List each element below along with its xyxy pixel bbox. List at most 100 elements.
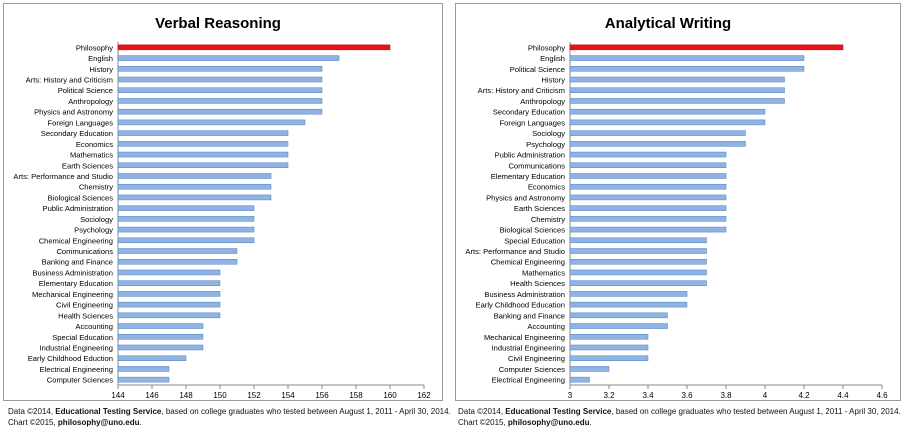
- category-label: Electrical Engineering: [40, 365, 113, 374]
- bar-anthropology: [569, 98, 785, 104]
- category-label: English: [88, 54, 113, 63]
- category-label: Business Administration: [32, 268, 113, 277]
- category-label: Industrial Engineering: [492, 343, 565, 352]
- category-label: Chemical Engineering: [491, 258, 565, 267]
- category-label: Philosophy: [528, 43, 565, 52]
- bar-psychology: [117, 226, 255, 233]
- bar-civil-engineering: [117, 301, 221, 308]
- bar-chemistry: [117, 183, 272, 190]
- bar-psychology: [569, 141, 746, 147]
- category-label: Political Science: [58, 86, 113, 95]
- chart-footer-left: Data ©2014, Educational Testing Service,…: [8, 406, 451, 428]
- bar-health-sciences: [117, 312, 221, 319]
- category-label: Biological Sciences: [48, 193, 114, 202]
- bar-history: [117, 66, 323, 72]
- bar-industrial-engineering: [117, 344, 204, 351]
- bar-philosophy: [117, 44, 391, 51]
- category-label: Early Childhood Education: [476, 301, 566, 310]
- bar-special-education: [569, 237, 707, 244]
- x-tick-label: 3.8: [720, 391, 732, 400]
- footer-text: .: [139, 418, 142, 427]
- bar-earth-sciences: [117, 162, 289, 169]
- bar-business-administration: [569, 291, 688, 297]
- bar-philosophy: [569, 44, 844, 51]
- bar-early-childhood-eduction: [117, 355, 187, 361]
- category-label: Mathematics: [70, 151, 113, 160]
- bar-english: [569, 55, 805, 61]
- bar-civil-engineering: [569, 355, 649, 361]
- category-label: Health Sciences: [510, 279, 565, 288]
- bar-industrial-engineering: [569, 344, 649, 351]
- x-tick-label: 162: [417, 391, 431, 400]
- category-label: Economics: [528, 183, 565, 192]
- category-label: Banking and Finance: [42, 258, 113, 267]
- bar-earth-sciences: [569, 205, 727, 211]
- x-tick-label: 4.2: [798, 391, 810, 400]
- category-label: Early Childhood Eduction: [28, 354, 113, 363]
- footer-source-line: Data ©2014, Educational Testing Service,…: [8, 406, 451, 417]
- bar-accounting: [569, 323, 668, 329]
- category-label: Foreign Languages: [500, 118, 566, 127]
- chart-footer-right: Data ©2014, Educational Testing Service,…: [458, 406, 901, 428]
- category-label: Foreign Languages: [48, 118, 114, 127]
- bar-electrical-engineering: [569, 376, 590, 383]
- bar-foreign-languages: [117, 119, 306, 126]
- category-label: Earth Sciences: [514, 204, 565, 213]
- category-label: Public Administration: [495, 151, 566, 160]
- x-tick-label: 160: [383, 391, 397, 400]
- category-label: Anthropology: [520, 97, 565, 106]
- bar-english: [117, 55, 340, 61]
- bar-public-administration: [117, 205, 255, 211]
- category-label: Communications: [508, 161, 565, 170]
- footer-source-line: Data ©2014, Educational Testing Service,…: [458, 406, 901, 417]
- bar-mathematics: [117, 151, 289, 158]
- category-label: Mechanical Engineering: [484, 333, 565, 342]
- bar-mechanical-engineering: [569, 334, 649, 340]
- bar-special-education: [117, 334, 204, 340]
- category-label: Communications: [56, 247, 113, 256]
- bar-computer-sciences: [117, 376, 170, 383]
- category-label: Biological Sciences: [500, 226, 566, 235]
- x-tick-label: 152: [247, 391, 261, 400]
- x-tick-label: 146: [145, 391, 159, 400]
- bar-arts-history-and-criticism: [117, 76, 323, 83]
- bar-economics: [117, 141, 289, 147]
- bar-arts-performance-and-studio: [569, 248, 707, 254]
- bar-anthropology: [117, 98, 323, 104]
- category-label: Physics and Astronomy: [34, 108, 113, 117]
- bar-foreign-languages: [569, 119, 766, 126]
- category-label: Earth Sciences: [62, 161, 113, 170]
- bar-chemistry: [569, 216, 727, 222]
- footer-text: , based on college graduates who tested …: [161, 407, 451, 416]
- x-tick-label: 4: [763, 391, 768, 400]
- bar-history: [569, 76, 785, 83]
- footer-text: Data ©2014,: [8, 407, 56, 416]
- bar-business-administration: [117, 269, 221, 276]
- category-label: Accounting: [75, 322, 113, 331]
- bar-banking-and-finance: [117, 258, 238, 265]
- category-label: Arts: History and Criticism: [478, 86, 565, 95]
- bar-elementary-education: [569, 173, 727, 179]
- bar-communications: [117, 248, 238, 254]
- category-label: Public Administration: [43, 204, 114, 213]
- bar-health-sciences: [569, 280, 707, 286]
- footer-credit-line: Chart ©2015, philosophy@uno.edu.: [458, 417, 901, 428]
- x-tick-label: 4.6: [876, 391, 888, 400]
- category-label: Special Education: [504, 236, 565, 245]
- category-label: Secondary Education: [41, 129, 113, 138]
- footer-source: Educational Testing Service: [55, 407, 162, 416]
- bar-political-science: [117, 87, 323, 93]
- category-label: Banking and Finance: [494, 311, 565, 320]
- bar-banking-and-finance: [569, 312, 668, 319]
- footer-credit-line: Chart ©2015, philosophy@uno.edu.: [8, 417, 451, 428]
- bar-secondary-education: [117, 130, 289, 136]
- category-label: Arts: History and Criticism: [26, 76, 113, 85]
- bar-physics-and-astronomy: [117, 108, 323, 115]
- footer-text: Data ©2014,: [458, 407, 506, 416]
- verbal-reasoning-chart: Verbal Reasoning 144 146 148 150 152 154 156 158…: [13, 15, 431, 400]
- bar-physics-and-astronomy: [569, 194, 727, 201]
- category-label: Accounting: [527, 322, 565, 331]
- bar-political-science: [569, 66, 805, 72]
- analytical-writing-chart-panel: Analytical Writing 3 3.2 3.4 3.6 3.8 4 4.2 4.4 4.…: [455, 3, 901, 401]
- category-label: Civil Engineering: [508, 354, 565, 363]
